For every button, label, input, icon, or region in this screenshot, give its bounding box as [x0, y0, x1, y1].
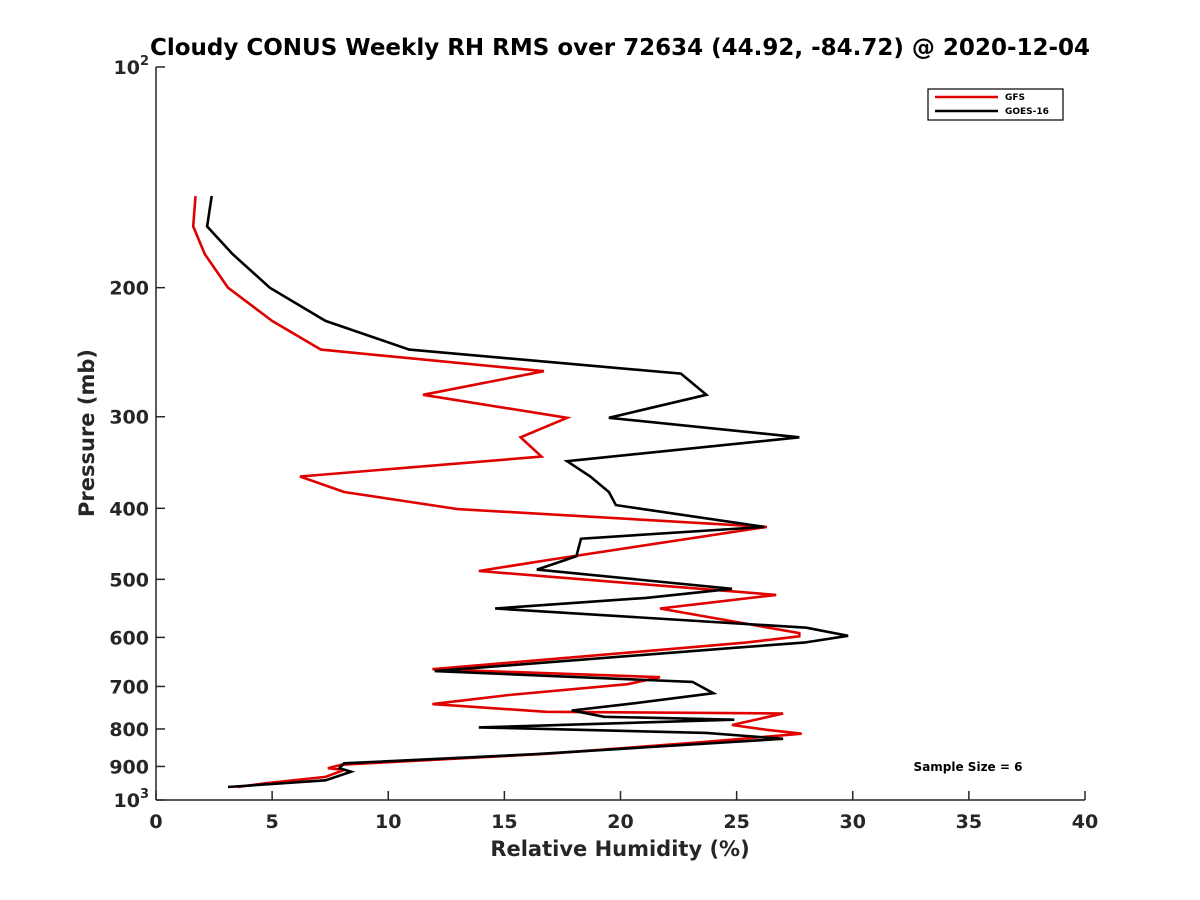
y-ticks: 102 200 300 400 500 600 700 800 900 103 — [109, 54, 165, 812]
chart-title: Cloudy CONUS Weekly RH RMS over 72634 (4… — [150, 35, 1090, 61]
y-tick-label: 500 — [109, 569, 149, 591]
y-tick-label: 800 — [109, 719, 149, 741]
y-tick-label: 600 — [109, 627, 149, 649]
x-tick-label: 5 — [266, 811, 279, 833]
y-tick-label: 700 — [109, 676, 149, 698]
x-ticks: 0 5 10 15 20 25 30 35 40 — [149, 791, 1098, 833]
y-tick-label: 103 — [114, 787, 150, 812]
series-layer — [191, 195, 849, 789]
legend-box — [927, 88, 1064, 121]
y-tick-label: 300 — [109, 407, 149, 429]
y-tick-label: 200 — [109, 278, 149, 300]
sample-size-annotation: Sample Size = 6 — [914, 760, 1023, 774]
y-axis-label: Pressure (mb) — [75, 349, 99, 517]
legend-label-gfs: GFS — [1005, 93, 1025, 103]
y-tick-label: 900 — [109, 756, 149, 778]
y-tick-label: 400 — [109, 498, 149, 520]
x-tick-label: 30 — [840, 811, 866, 833]
y-tick-label: 102 — [114, 54, 150, 79]
x-tick-label: 10 — [375, 811, 401, 833]
x-tick-label: 0 — [149, 811, 162, 833]
x-tick-label: 25 — [723, 811, 749, 833]
x-axis-label: Relative Humidity (%) — [490, 837, 749, 861]
x-tick-label: 40 — [1072, 811, 1098, 833]
legend-label-goes16: GOES-16 — [1005, 107, 1049, 117]
x-tick-label: 15 — [491, 811, 517, 833]
legend: GFS GOES-16 — [927, 88, 1064, 121]
x-tick-label: 35 — [956, 811, 982, 833]
x-tick-label: 20 — [607, 811, 633, 833]
